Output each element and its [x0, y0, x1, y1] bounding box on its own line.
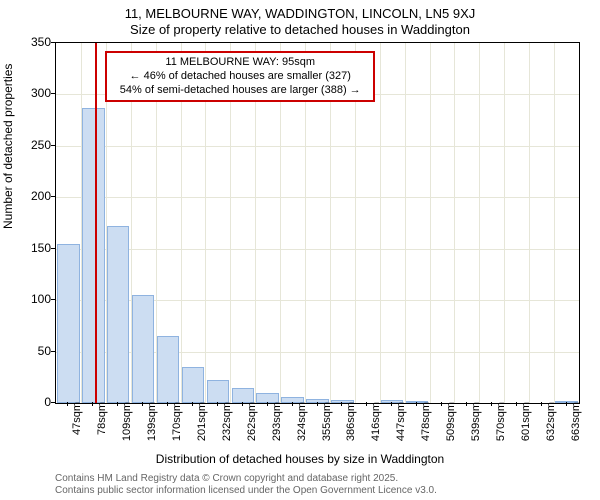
- y-tick-mark: [51, 145, 55, 146]
- x-tick-mark: [142, 402, 143, 406]
- x-tick-label: 232sqm: [221, 402, 233, 452]
- x-tick-mark: [92, 402, 93, 406]
- x-tick-label: 139sqm: [146, 402, 158, 452]
- x-tick-mark: [317, 402, 318, 406]
- histogram-bar: [82, 108, 104, 403]
- x-tick-mark: [167, 402, 168, 406]
- grid-line-v: [430, 43, 431, 403]
- x-tick-label: 355sqm: [321, 402, 333, 452]
- y-tick-mark: [51, 402, 55, 403]
- y-tick-mark: [51, 351, 55, 352]
- y-tick-mark: [51, 196, 55, 197]
- annotation-line-1: 11 MELBOURNE WAY: 95sqm: [113, 56, 367, 70]
- histogram-bar: [57, 244, 79, 403]
- x-tick-label: 447sqm: [395, 402, 407, 452]
- x-tick-mark: [391, 402, 392, 406]
- x-tick-mark: [441, 402, 442, 406]
- x-tick-mark: [292, 402, 293, 406]
- y-tick-mark: [51, 299, 55, 300]
- plot-area: 11 MELBOURNE WAY: 95sqm← 46% of detached…: [55, 42, 580, 404]
- histogram-bar: [157, 336, 179, 403]
- x-tick-mark: [466, 402, 467, 406]
- x-tick-mark: [242, 402, 243, 406]
- x-tick-label: 478sqm: [420, 402, 432, 452]
- x-tick-label: 78sqm: [96, 402, 108, 452]
- x-tick-label: 109sqm: [121, 402, 133, 452]
- x-tick-label: 170sqm: [171, 402, 183, 452]
- y-tick-label: 100: [11, 292, 51, 306]
- y-tick-label: 350: [11, 35, 51, 49]
- y-tick-mark: [51, 93, 55, 94]
- x-tick-label: 201sqm: [196, 402, 208, 452]
- grid-line-h: [56, 249, 579, 250]
- grid-line-v: [479, 43, 480, 403]
- y-tick-label: 300: [11, 86, 51, 100]
- x-tick-label: 262sqm: [246, 402, 258, 452]
- y-tick-label: 0: [11, 395, 51, 409]
- x-tick-mark: [267, 402, 268, 406]
- x-tick-mark: [541, 402, 542, 406]
- x-tick-label: 386sqm: [345, 402, 357, 452]
- annotation-line-3: 54% of semi-detached houses are larger (…: [113, 84, 367, 98]
- histogram-bar: [182, 367, 204, 403]
- y-tick-label: 250: [11, 138, 51, 152]
- histogram-bar: [132, 295, 154, 403]
- x-axis-label: Distribution of detached houses by size …: [0, 452, 600, 466]
- x-tick-label: 570sqm: [495, 402, 507, 452]
- x-tick-label: 632sqm: [545, 402, 557, 452]
- chart-title-sub: Size of property relative to detached ho…: [0, 22, 600, 37]
- x-tick-label: 663sqm: [570, 402, 582, 452]
- x-tick-label: 601sqm: [520, 402, 532, 452]
- x-tick-mark: [416, 402, 417, 406]
- y-tick-mark: [51, 248, 55, 249]
- x-tick-mark: [117, 402, 118, 406]
- annotation-line-2: ← 46% of detached houses are smaller (32…: [113, 70, 367, 84]
- x-tick-mark: [366, 402, 367, 406]
- x-tick-mark: [491, 402, 492, 406]
- y-tick-label: 200: [11, 189, 51, 203]
- grid-line-v: [554, 43, 555, 403]
- x-tick-label: 324sqm: [296, 402, 308, 452]
- x-tick-mark: [217, 402, 218, 406]
- x-tick-mark: [67, 402, 68, 406]
- y-tick-label: 150: [11, 241, 51, 255]
- footer-line-2: Contains public sector information licen…: [55, 485, 437, 496]
- x-tick-mark: [341, 402, 342, 406]
- x-tick-label: 293sqm: [271, 402, 283, 452]
- property-marker-line: [95, 43, 97, 403]
- grid-line-v: [380, 43, 381, 403]
- histogram-bar: [232, 388, 254, 403]
- annotation-box: 11 MELBOURNE WAY: 95sqm← 46% of detached…: [105, 51, 375, 102]
- y-tick-label: 50: [11, 344, 51, 358]
- x-tick-mark: [192, 402, 193, 406]
- y-tick-mark: [51, 42, 55, 43]
- x-tick-label: 539sqm: [470, 402, 482, 452]
- grid-line-h: [56, 146, 579, 147]
- grid-line-v: [454, 43, 455, 403]
- grid-line-v: [504, 43, 505, 403]
- x-tick-label: 47sqm: [71, 402, 83, 452]
- x-tick-mark: [516, 402, 517, 406]
- histogram-bar: [207, 380, 229, 403]
- x-tick-mark: [566, 402, 567, 406]
- x-tick-label: 509sqm: [445, 402, 457, 452]
- histogram-bar: [107, 226, 129, 403]
- x-tick-label: 416sqm: [370, 402, 382, 452]
- chart-title-main: 11, MELBOURNE WAY, WADDINGTON, LINCOLN, …: [0, 6, 600, 21]
- grid-line-h: [56, 197, 579, 198]
- grid-line-v: [405, 43, 406, 403]
- grid-line-v: [529, 43, 530, 403]
- footer-line-1: Contains HM Land Registry data © Crown c…: [55, 473, 398, 484]
